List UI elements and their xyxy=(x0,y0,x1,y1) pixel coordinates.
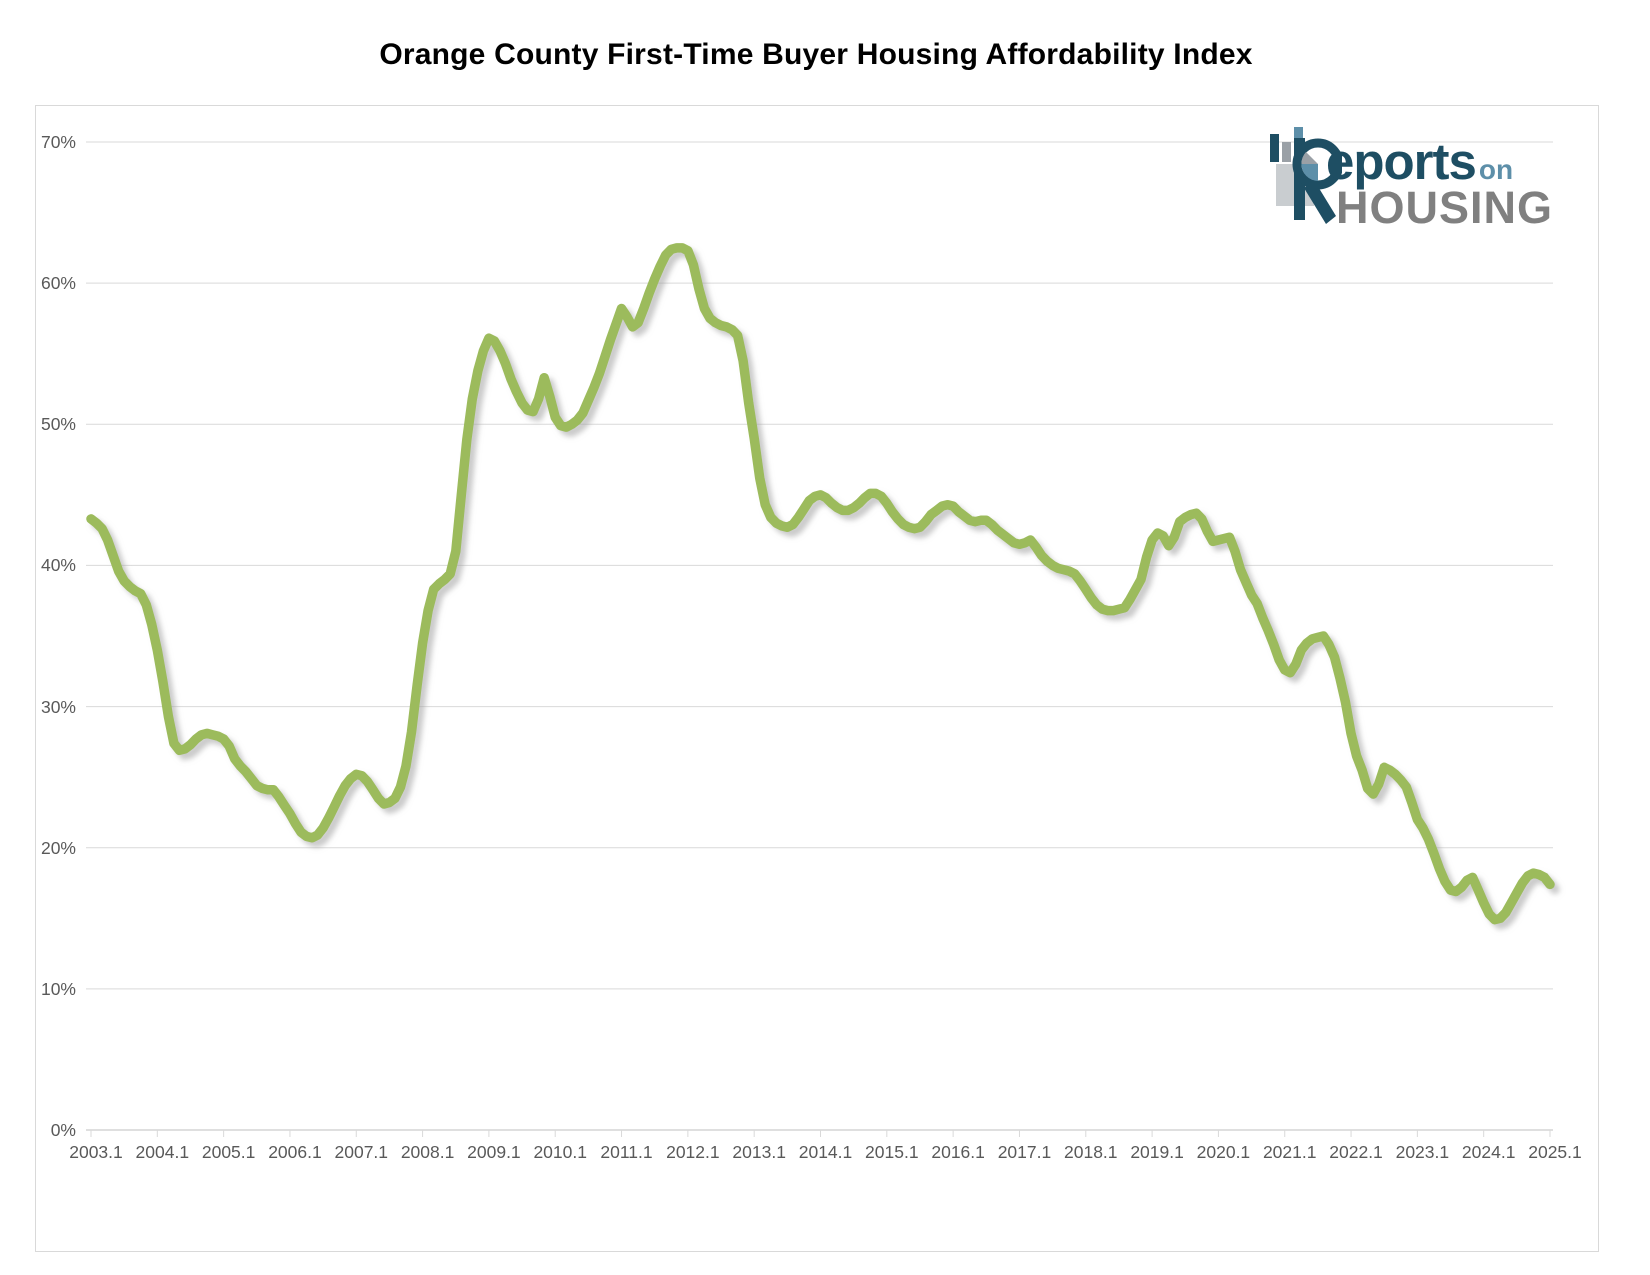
y-axis-tick-label-30%: 30% xyxy=(40,696,76,717)
logo-magnifier-r-icon xyxy=(1270,127,1342,224)
y-axis-tick-label-50%: 50% xyxy=(40,414,76,435)
x-axis-tick-label-2018.1: 2018.1 xyxy=(1064,1142,1118,1162)
x-axis-tick-label-2015.1: 2015.1 xyxy=(865,1142,919,1162)
x-axis-tick-label-2020.1: 2020.1 xyxy=(1196,1142,1251,1162)
x-axis-tick-label-2009.1: 2009.1 xyxy=(467,1142,521,1162)
logo-reports-text: eports xyxy=(1326,133,1477,190)
logo-housing-text: HOUSING xyxy=(1336,182,1554,233)
x-axis-tick-label-2017.1: 2017.1 xyxy=(997,1142,1052,1162)
page-title: Orange County First-Time Buyer Housing A… xyxy=(379,38,1253,71)
y-axis-tick-label-70%: 70% xyxy=(40,132,76,152)
x-axis-tick-label-2025.1: 2025.1 xyxy=(1528,1142,1582,1162)
x-axis-tick-label-2019.1: 2019.1 xyxy=(1130,1142,1184,1162)
affordability-index-line xyxy=(86,243,1555,925)
x-axis-tick-label-2021.1: 2021.1 xyxy=(1262,1142,1317,1162)
y-axis-tick-label-10%: 10% xyxy=(40,978,76,999)
x-axis-tick-label-2010.1: 2010.1 xyxy=(533,1142,587,1162)
y-axis-tick-label-0%: 0% xyxy=(50,1120,76,1140)
x-axis-tick-label-2011.1: 2011.1 xyxy=(600,1142,653,1162)
x-axis-tick-label-2008.1: 2008.1 xyxy=(400,1142,455,1162)
x-axis-tick-label-2024.1: 2024.1 xyxy=(1461,1142,1516,1162)
x-axis-tick-label-2006.1: 2006.1 xyxy=(268,1142,322,1162)
x-axis-tick-label-2023.1: 2023.1 xyxy=(1395,1142,1450,1162)
x-axis-tick-label-2012.1: 2012.1 xyxy=(666,1142,720,1162)
logo-on-text: on xyxy=(1478,154,1514,185)
x-axis-tick-label-2016.1: 2016.1 xyxy=(931,1142,985,1162)
reports-on-housing-logo: eports on HOUSING xyxy=(1270,124,1570,244)
x-axis-tick-label-2003.1: 2003.1 xyxy=(69,1142,123,1162)
x-axis-tick-label-2005.1: 2005.1 xyxy=(201,1142,256,1162)
x-axis-tick-label-2007.1: 2007.1 xyxy=(334,1142,389,1162)
y-axis-tick-label-40%: 40% xyxy=(40,555,76,576)
x-axis-tick-label-2004.1: 2004.1 xyxy=(135,1142,190,1162)
x-axis-tick-label-2014.1: 2014.1 xyxy=(798,1142,853,1162)
y-axis-tick-label-60%: 60% xyxy=(40,273,76,294)
x-axis-tick-label-2013.1: 2013.1 xyxy=(732,1142,786,1162)
x-axis-tick-label-2022.1: 2022.1 xyxy=(1329,1142,1383,1162)
y-axis-tick-label-20%: 20% xyxy=(40,837,76,858)
